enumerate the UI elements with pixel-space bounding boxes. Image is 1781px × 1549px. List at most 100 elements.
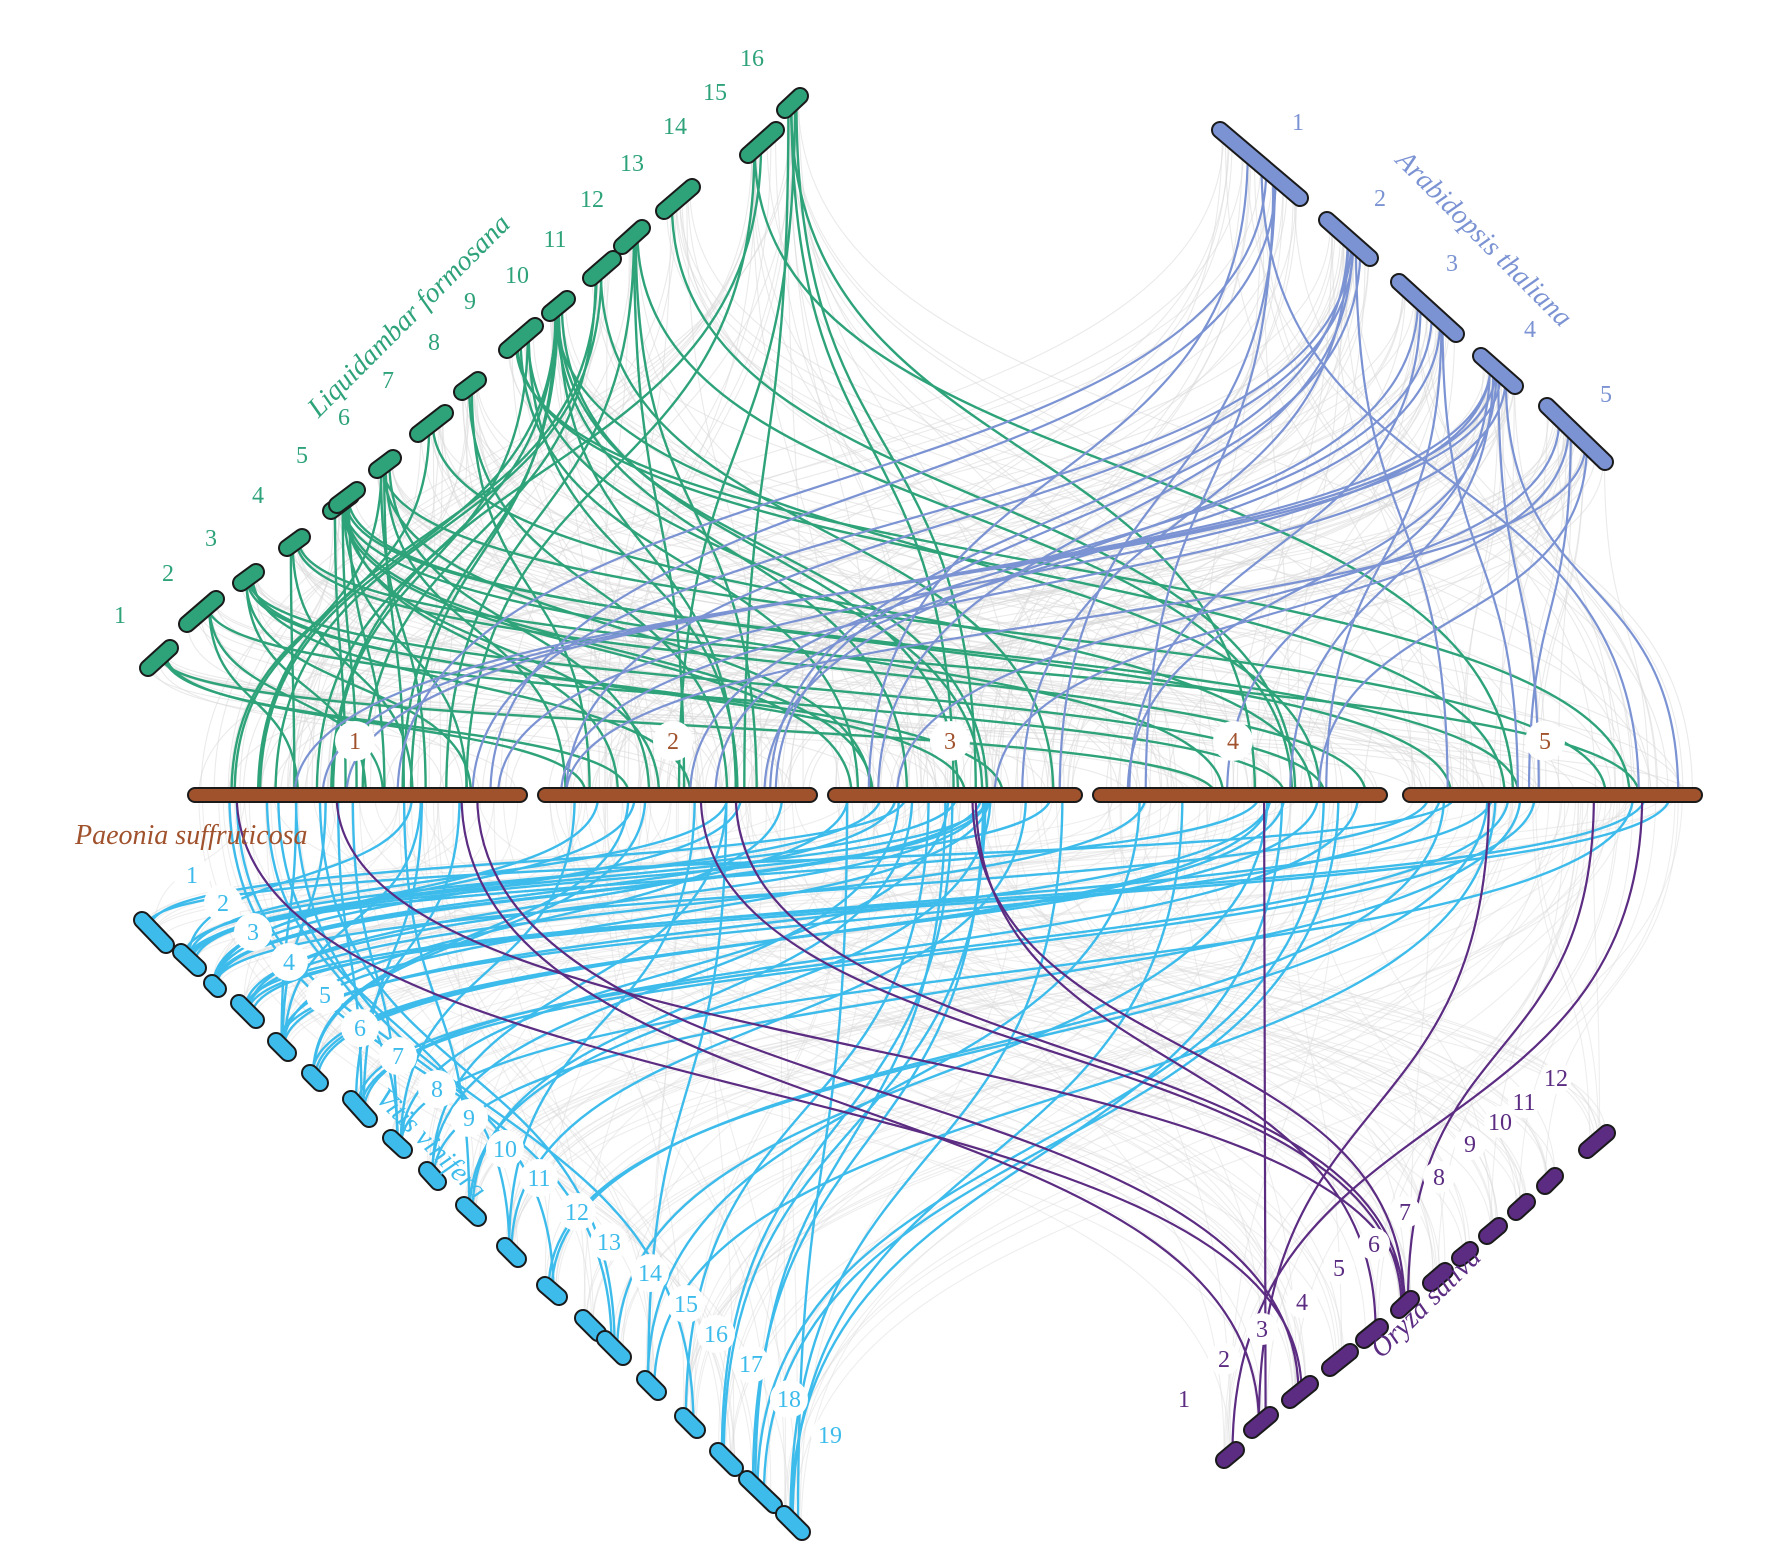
liquidambar-chromosome-2: [180, 592, 223, 631]
background-link: [1040, 794, 1467, 1254]
vitis-chromosome-label-6-bubble: [341, 1009, 379, 1047]
liquidambar-link: [256, 273, 598, 796]
background-link: [1535, 794, 1600, 1141]
vitis-chromosome-14: [598, 1332, 630, 1364]
background-link: [753, 233, 1344, 796]
background-link: [475, 794, 1335, 1216]
arabidopsis-link: [1504, 377, 1680, 796]
oryza-chromosome-label-1: 1: [1178, 1387, 1190, 1413]
arabidopsis-link: [774, 249, 1362, 796]
arabidopsis-link: [560, 377, 1507, 796]
background-link: [282, 794, 650, 1049]
liquidambar-chromosome-14: [657, 180, 699, 218]
paeonia-chromosome-label-2: 2: [667, 729, 679, 755]
oryza-link: [476, 794, 1300, 1394]
oryza-chromosome-label-5: 5: [1333, 1256, 1345, 1282]
vitis-link: [280, 794, 298, 1047]
liquidambar-link: [445, 235, 636, 796]
background-link: [621, 794, 1513, 1357]
arabidopsis-link: [1317, 444, 1588, 796]
background-link: [1462, 371, 1500, 796]
liquidambar-link: [233, 466, 383, 796]
background-link: [586, 239, 630, 796]
vitis-chromosome-label-18: 18: [777, 1387, 801, 1413]
background-link: [791, 794, 1299, 1394]
vitis-chromosome-5: [269, 1034, 295, 1060]
liquidambar-chromosome-7: [370, 451, 400, 477]
vitis-chromosome-12: [538, 1278, 566, 1304]
liquidambar-chromosome-15: [741, 123, 783, 162]
background-link: [1415, 297, 1597, 796]
background-link: [473, 794, 962, 1215]
vitis-link: [762, 794, 1340, 1496]
background-link: [1495, 369, 1547, 796]
liquidambar-link: [245, 579, 473, 796]
arabidopsis-chromosome-label-4: 4: [1524, 317, 1536, 343]
oryza-chromosome-label-9-bubble: [1454, 1128, 1486, 1160]
liquidambar-link: [470, 384, 591, 796]
background-link: [992, 248, 1361, 796]
vitis-chromosome-3: [205, 976, 225, 996]
background-link: [295, 541, 655, 796]
liquidambar-link: [383, 464, 405, 796]
vitis-link: [351, 794, 399, 1144]
vitis-chromosome-4: [232, 996, 263, 1027]
arabidopsis-link: [293, 373, 1502, 796]
background-link: [1556, 415, 1617, 796]
background-link: [639, 381, 1511, 796]
chromosome-labels: 1 2 3 4 512345678910111213141516123451234567…: [114, 46, 1612, 1454]
liquidambar-chromosome-label-13: 13: [620, 151, 644, 177]
vitis-link: [468, 794, 992, 1211]
vitis-chromosome-label-13-bubble: [590, 1223, 628, 1261]
vitis-link: [399, 794, 1635, 1147]
liquidambar-link: [519, 338, 860, 796]
background-link: [685, 794, 1151, 1419]
background-link: [191, 794, 740, 963]
vitis-chromosome-6: [303, 1066, 327, 1090]
background-link: [1320, 361, 1489, 796]
arabidopsis-link: [1021, 238, 1350, 796]
vitis-link: [250, 794, 1494, 1016]
arabidopsis-link: [896, 417, 1561, 796]
vitis-chromosome-label-1-bubble: [173, 856, 211, 894]
background-link: [242, 133, 1225, 796]
background-link: [685, 794, 1577, 1419]
liquidambar-link: [341, 502, 853, 796]
liquidambar-link: [632, 235, 686, 796]
liquidambar-chromosome-label-3: 3: [205, 526, 217, 552]
oryza-chromosome-label-3: 3: [1256, 1317, 1268, 1343]
arabidopsis-link: [1527, 428, 1572, 796]
vitis-chromosome-label-19: 19: [818, 1423, 842, 1449]
background-link: [431, 422, 841, 796]
liquidambar-link: [162, 653, 631, 796]
vitis-chromosome-10: [457, 1198, 485, 1225]
paeonia-chromosome-label-4-bubble: [1213, 721, 1253, 761]
background-link: [438, 417, 723, 796]
vitis-chromosome-label-13: 13: [597, 1230, 621, 1256]
background-link: [1293, 193, 1659, 796]
background-link: [1120, 794, 1268, 1418]
arabidopsis-link: [1497, 371, 1540, 796]
vitis-chromosome-13: [576, 1311, 605, 1340]
liquidambar-link: [248, 576, 967, 796]
vitis-chromosome-label-5-bubble: [306, 976, 344, 1014]
arabidopsis-link: [1144, 175, 1275, 796]
oryza-chromosome-label-8-bubble: [1423, 1161, 1455, 1193]
background-link: [614, 225, 1334, 796]
vitis-link: [646, 794, 1141, 1382]
background-link: [727, 285, 1404, 796]
background-link: [1592, 794, 1601, 1140]
oryza-chromosome-label-9: 9: [1464, 1132, 1476, 1158]
background-link: [472, 794, 1521, 1214]
background-link: [212, 794, 1284, 984]
vitis-chromosome-label-8-bubble: [418, 1070, 456, 1108]
background-link: [627, 147, 757, 796]
vitis-chromosome-label-2-bubble: [204, 884, 242, 922]
liquidambar-chromosome-label-15: 15: [703, 80, 727, 106]
liquidambar-link: [789, 104, 1257, 796]
oryza-chromosome-6: [1392, 1292, 1418, 1317]
vitis-chromosome-label-16: 16: [704, 1322, 728, 1348]
background-link: [209, 603, 396, 796]
background-link: [1057, 325, 1447, 796]
background-link: [925, 794, 1471, 1251]
